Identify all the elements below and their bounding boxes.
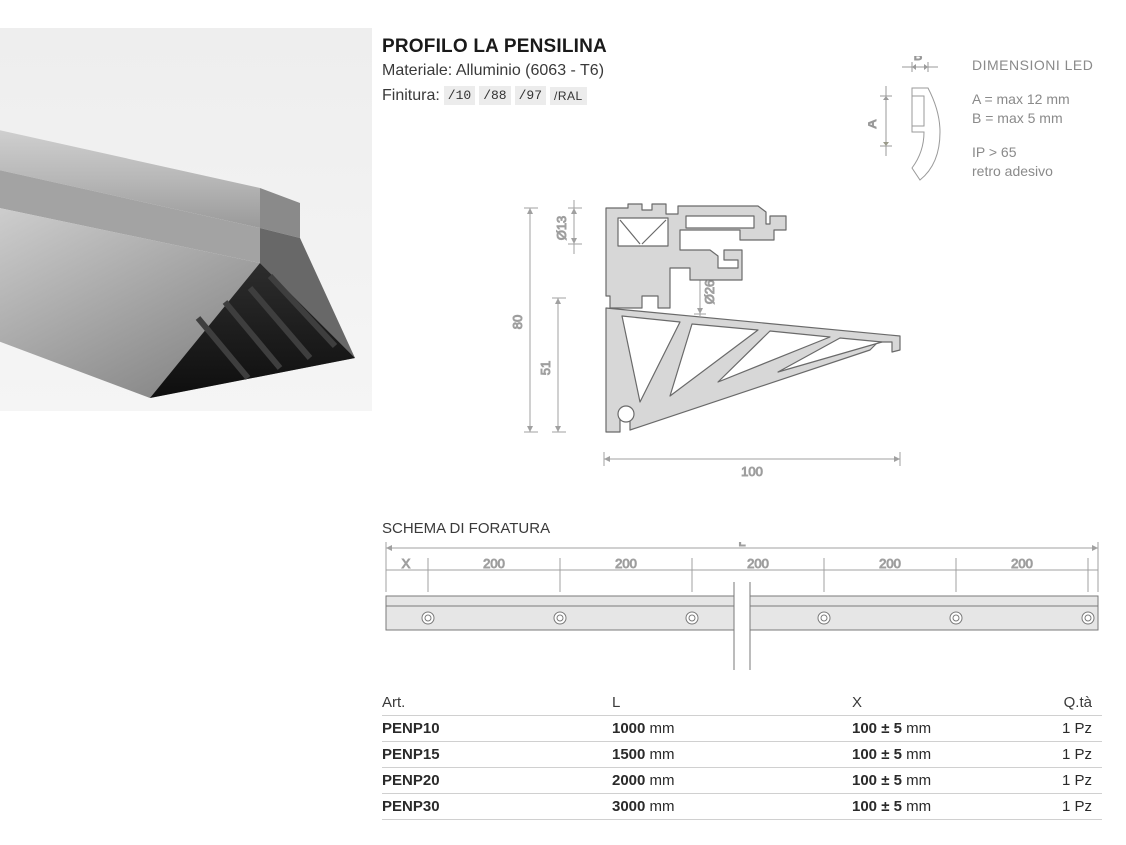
dim-d13: Ø13 — [554, 216, 569, 241]
cell-q: 1 Pz — [1037, 742, 1102, 768]
cell-l: 2000 mm — [612, 768, 852, 794]
finish-chip: /10 — [444, 86, 475, 105]
th-q: Q.tà — [1037, 690, 1102, 716]
spec-table: Art. L X Q.tà PENP101000 mm100 ± 5 mm1 P… — [382, 690, 1102, 820]
cell-art: PENP30 — [382, 794, 612, 820]
cell-q: 1 Pz — [1037, 794, 1102, 820]
cell-x: 100 ± 5 mm — [852, 742, 1037, 768]
finish-label: Finitura: — [382, 87, 440, 105]
dim-seg4: 200 — [879, 556, 901, 571]
dim-a-label: A — [868, 119, 879, 128]
dim-X: X — [402, 556, 411, 571]
table-row: PENP151500 mm100 ± 5 mm1 Pz — [382, 742, 1102, 768]
table-row: PENP202000 mm100 ± 5 mm1 Pz — [382, 768, 1102, 794]
dim-100: 100 — [741, 464, 763, 479]
th-l: L — [612, 690, 852, 716]
dim-80: 80 — [510, 315, 525, 329]
dim-d26: Ø26 — [702, 280, 717, 305]
cell-q: 1 Pz — [1037, 768, 1102, 794]
led-adhesive: retro adesivo — [972, 162, 1093, 182]
th-art: Art. — [382, 690, 612, 716]
cell-art: PENP10 — [382, 716, 612, 742]
schema-heading: SCHEMA DI FORATURA — [382, 520, 550, 537]
dim-L: L — [738, 542, 745, 549]
material-label: Materiale: — [382, 62, 452, 79]
led-text: DIMENSIONI LED A = max 12 mm B = max 5 m… — [972, 56, 1093, 186]
led-ip: IP > 65 — [972, 143, 1093, 163]
finish-chip: /97 — [515, 86, 546, 105]
cross-section-diagram: 80 51 Ø13 Ø26 — [510, 200, 930, 495]
product-title: PROFILO LA PENSILINA — [382, 36, 862, 58]
led-line-b: B = max 5 mm — [972, 109, 1093, 129]
cell-art: PENP20 — [382, 768, 612, 794]
material-line: Materiale: Alluminio (6063 - T6) — [382, 62, 862, 80]
product-photo — [0, 28, 372, 411]
led-dimensions: B A DIMENSIONI LED A = max 12 mm B = max… — [868, 56, 1098, 186]
led-diagram-icon: B A — [868, 56, 958, 186]
cell-l: 1000 mm — [612, 716, 852, 742]
material-value: Alluminio (6063 - T6) — [456, 62, 604, 79]
cell-x: 100 ± 5 mm — [852, 794, 1037, 820]
finish-line: Finitura: /10 /88 /97 /RAL — [382, 86, 862, 105]
table-row: PENP303000 mm100 ± 5 mm1 Pz — [382, 794, 1102, 820]
cell-l: 3000 mm — [612, 794, 852, 820]
cell-q: 1 Pz — [1037, 716, 1102, 742]
dim-seg2: 200 — [615, 556, 637, 571]
led-heading: DIMENSIONI LED — [972, 56, 1093, 76]
dim-b-label: B — [914, 56, 923, 63]
dim-seg1: 200 — [483, 556, 505, 571]
finish-chip: /88 — [479, 86, 510, 105]
cell-x: 100 ± 5 mm — [852, 716, 1037, 742]
drilling-schema-diagram: L X 200 200 200 200 200 — [382, 542, 1102, 677]
table-row: PENP101000 mm100 ± 5 mm1 Pz — [382, 716, 1102, 742]
dim-seg3: 200 — [747, 556, 769, 571]
th-x: X — [852, 690, 1037, 716]
led-line-a: A = max 12 mm — [972, 90, 1093, 110]
cell-x: 100 ± 5 mm — [852, 768, 1037, 794]
product-header: PROFILO LA PENSILINA Materiale: Allumini… — [382, 36, 862, 105]
cell-art: PENP15 — [382, 742, 612, 768]
dim-51: 51 — [538, 361, 553, 375]
finish-chip: /RAL — [550, 87, 587, 105]
cell-l: 1500 mm — [612, 742, 852, 768]
dim-seg5: 200 — [1011, 556, 1033, 571]
